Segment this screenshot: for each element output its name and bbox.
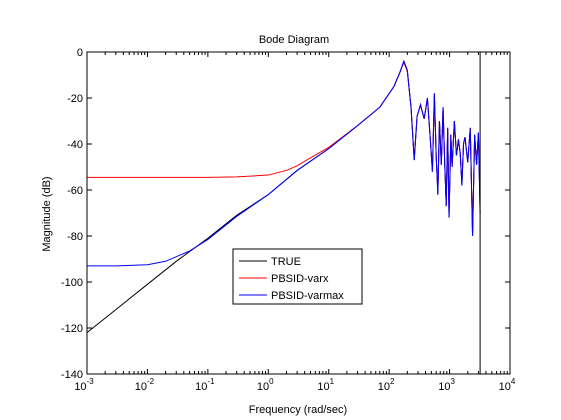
y-tick-label: -20 xyxy=(67,93,83,105)
x-tick-label: 100 xyxy=(257,377,274,393)
x-axis-label: Frequency (rad/sec) xyxy=(249,404,347,416)
series-layer xyxy=(87,52,481,374)
legend-label: PBSID-varmax xyxy=(271,290,344,302)
y-axis-label: Magnitude (dB) xyxy=(41,176,53,251)
y-tick-label: 0 xyxy=(77,47,83,59)
y-tick-label: -80 xyxy=(67,231,83,243)
axes-box xyxy=(87,52,510,374)
legend-label: TRUE xyxy=(271,256,301,268)
y-tick-labels: 0 -20 -40 -60 -80 -100 -120 -140 xyxy=(61,47,83,381)
plot-area: 10-3 10-2 10-1 100 101 102 103 104 0 -20 -40 -60 -8… xyxy=(61,47,516,393)
y-tick-label: -140 xyxy=(61,369,83,381)
x-tick-label: 103 xyxy=(438,377,455,393)
x-tick-label: 10-2 xyxy=(135,377,155,393)
x-tick-label: 10-3 xyxy=(74,377,94,393)
y-tick-label: -40 xyxy=(67,139,83,151)
chart-title: Bode Diagram xyxy=(259,34,329,46)
series-line-pbsid-varmax xyxy=(87,59,481,267)
x-tick-labels: 10-3 10-2 10-1 100 101 102 103 104 xyxy=(74,377,516,393)
x-tick-label: 104 xyxy=(499,377,516,393)
legend: TRUE PBSID-varx PBSID-varmax xyxy=(232,248,363,305)
x-tick-label: 10-1 xyxy=(195,377,215,393)
y-tick-label: -60 xyxy=(67,185,83,197)
y-tick-label: -120 xyxy=(61,323,83,335)
y-tick-label: -100 xyxy=(61,277,83,289)
legend-label: PBSID-varx xyxy=(271,273,329,285)
x-tick-label: 102 xyxy=(378,377,395,393)
x-tick-label: 101 xyxy=(317,377,334,393)
